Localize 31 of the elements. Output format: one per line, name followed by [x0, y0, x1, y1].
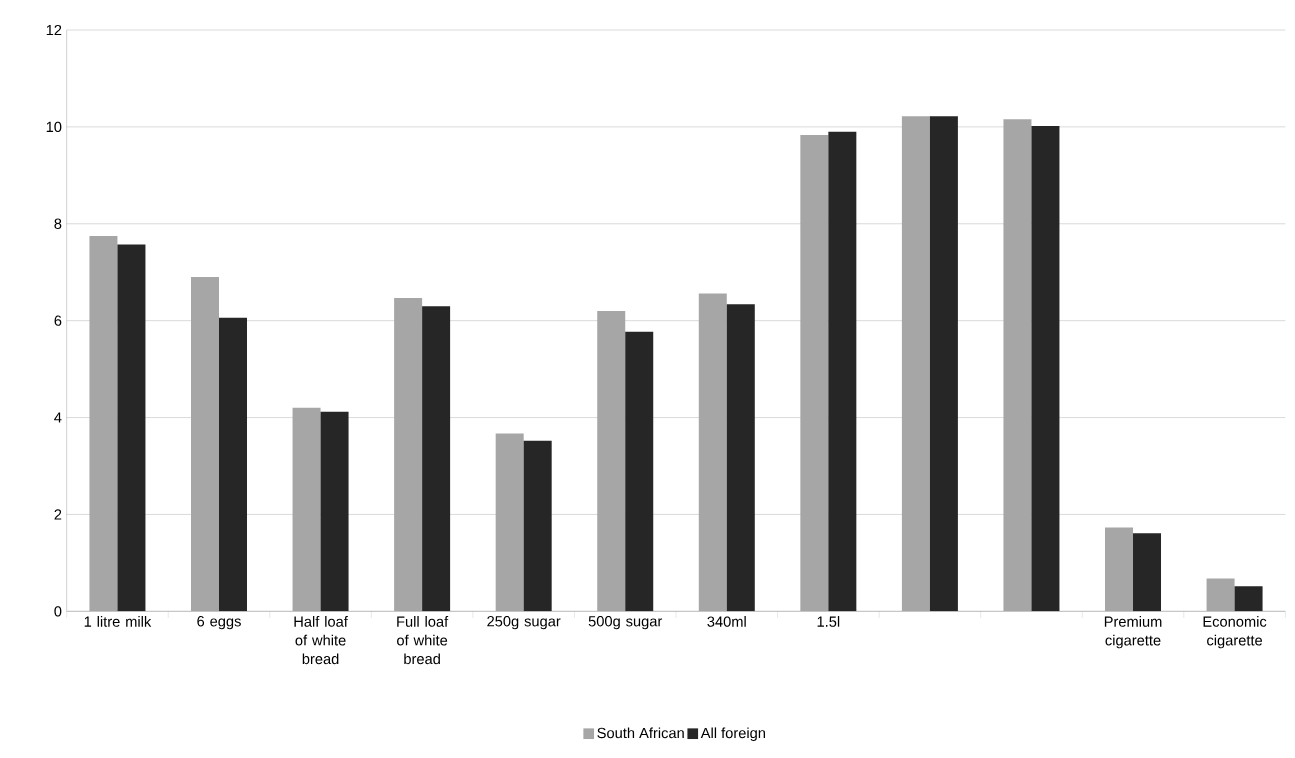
x-tick-label: 1 litre milk: [84, 616, 152, 627]
bar: [726, 304, 755, 612]
y-tick-label: 0: [54, 606, 62, 617]
x-tick-label: 340ml: [707, 616, 746, 627]
y-tick-label: 10: [46, 121, 62, 133]
y-tick-label: 8: [54, 218, 62, 229]
x-tick-label: Premium cigarette: [1104, 616, 1162, 649]
y-tick-label: 6: [54, 315, 62, 326]
x-tick-label: Half loaf of white bread: [294, 616, 348, 665]
legend-label: All foreign: [700, 727, 765, 742]
x-tick-label: 500g sugar: [588, 616, 663, 630]
bar: [929, 116, 958, 612]
bar: [320, 411, 349, 612]
y-tick-label: 4: [54, 412, 62, 423]
bar: [1031, 125, 1060, 612]
bar: [828, 131, 857, 612]
bar: [1234, 586, 1263, 612]
y-tick-label: 2: [54, 509, 62, 520]
x-tick-label: Economic cigarette: [1203, 616, 1267, 649]
legend-label: South African: [597, 727, 684, 739]
bar: [422, 306, 451, 612]
bar: [1133, 533, 1162, 612]
bar: [117, 244, 146, 612]
x-tick-label: Full loaf of white bread: [397, 616, 449, 665]
x-tick-label: 250g sugar: [487, 616, 561, 630]
y-tick-label: 12: [46, 24, 62, 36]
x-tick-label: 6 eggs: [197, 616, 241, 630]
bar: [219, 317, 247, 612]
x-tick-label: 1.5l: [817, 616, 840, 627]
bar: [523, 440, 552, 612]
bar: [625, 331, 654, 612]
